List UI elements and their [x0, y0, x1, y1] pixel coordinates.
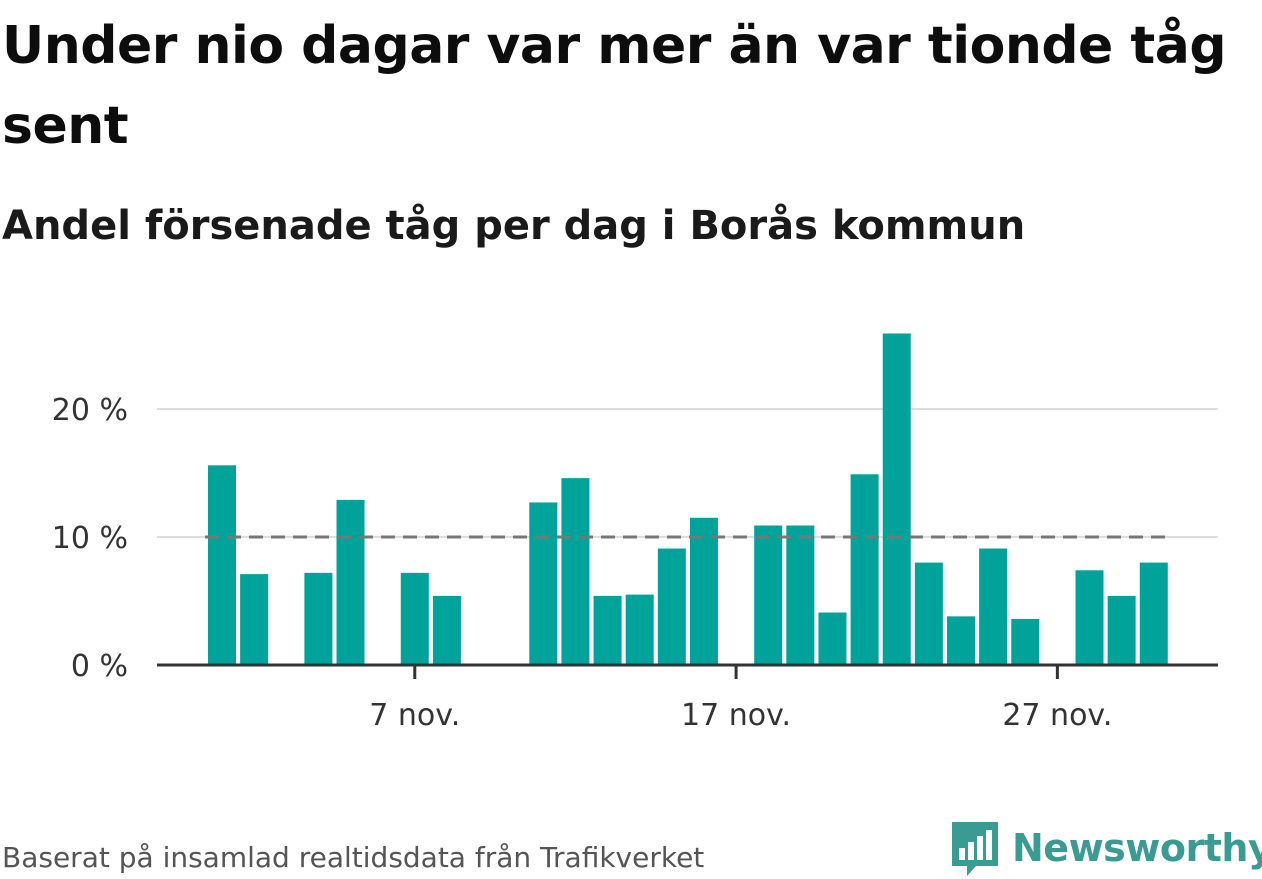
bar — [529, 502, 558, 665]
chart-title: Under nio dagar var mer än var tionde tå… — [2, 16, 1227, 156]
bar — [208, 465, 236, 665]
bar — [625, 594, 654, 665]
bar — [336, 499, 365, 665]
chart-subtitle: Andel försenade tåg per dag i Borås komm… — [2, 203, 1026, 249]
newsworthy-logo-icon — [952, 822, 998, 876]
bar — [400, 572, 429, 665]
bar — [914, 562, 943, 665]
bar — [1139, 562, 1168, 665]
y-tick-label: 20 % — [52, 393, 128, 428]
bar — [593, 595, 622, 665]
bar — [304, 572, 333, 665]
bar — [432, 595, 461, 665]
bar — [850, 474, 879, 665]
grid-lines — [157, 408, 1218, 538]
x-tick-label: 7 nov. — [369, 698, 460, 733]
bar — [561, 478, 590, 665]
brand-name: Newsworthy — [1012, 826, 1262, 870]
x-tick-label: 17 nov. — [681, 698, 791, 733]
bar — [979, 548, 1008, 665]
y-tick-label: 0 % — [71, 649, 128, 684]
axes: 0 % 10 % 20 % 7 nov. 17 nov. 27 nov. — [52, 393, 1218, 733]
x-tick-label: 27 nov. — [1002, 698, 1112, 733]
bars — [208, 333, 1168, 665]
bar — [786, 525, 815, 665]
bar — [882, 333, 911, 665]
y-tick-label: 10 % — [52, 521, 128, 556]
source-note: Baserat på insamlad realtidsdata från Tr… — [2, 841, 705, 874]
bar — [754, 525, 783, 665]
bar — [818, 612, 847, 665]
bar — [1011, 618, 1040, 665]
bar-chart: 0 % 10 % 20 % 7 nov. 17 nov. 27 nov. — [52, 333, 1218, 733]
bar — [1075, 570, 1104, 665]
bar — [1107, 595, 1136, 665]
bar — [240, 574, 269, 665]
brand-logo: Newsworthy — [950, 818, 1262, 878]
bar — [946, 616, 975, 665]
bar — [657, 548, 686, 665]
bar — [689, 517, 718, 665]
